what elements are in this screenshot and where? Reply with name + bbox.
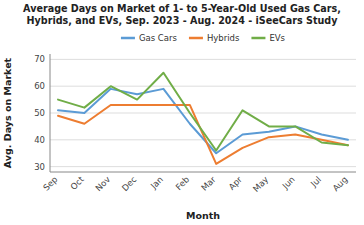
chart: Average Days on Market of 1- to 5-Year-O…: [0, 0, 364, 225]
grid-line: [50, 166, 356, 167]
x-tick-label: Oct: [68, 174, 86, 192]
legend-item: Hybrids: [189, 33, 240, 43]
series-line: [58, 73, 348, 151]
x-tick-label: Sep: [41, 174, 59, 192]
x-tick-label: Mar: [199, 174, 218, 193]
x-tick-label: Jul: [308, 174, 323, 189]
y-axis-line: [50, 54, 51, 172]
legend-swatch: [251, 37, 265, 40]
y-tick-label: 60: [34, 81, 45, 91]
grid-line: [50, 113, 356, 114]
y-tick-label: 40: [34, 135, 45, 145]
x-axis-line: [50, 172, 356, 173]
legend-label: EVs: [269, 33, 285, 43]
x-tick-label: Dec: [120, 174, 139, 193]
x-tick-label: Nov: [93, 174, 112, 193]
grid: [50, 59, 356, 166]
legend: Gas Cars Hybrids EVs: [121, 33, 286, 43]
legend-item: EVs: [251, 33, 285, 43]
x-axis-label: Month: [186, 210, 220, 221]
x-tick-label: May: [251, 174, 271, 194]
series-line: [58, 89, 348, 153]
lines: [58, 73, 348, 164]
y-tick-label: 50: [34, 108, 45, 118]
y-tick-label: 70: [34, 54, 45, 64]
x-tick-label: Jun: [280, 174, 297, 191]
title: Average Days on Market of 1- to 5-Year-O…: [23, 3, 341, 26]
grid-line: [50, 86, 356, 87]
y-axis-label: Avg. Days on Market: [2, 57, 13, 168]
grid-line: [50, 59, 356, 60]
y-tick-label: 30: [34, 162, 45, 172]
x-tick-label: Feb: [174, 174, 192, 192]
legend-label: Gas Cars: [139, 33, 178, 43]
x-tick-label: Aug: [331, 174, 350, 193]
legend-swatch: [121, 37, 135, 40]
series-line: [58, 105, 348, 164]
x-tick-label: Apr: [226, 174, 244, 192]
legend-item: Gas Cars: [121, 33, 178, 43]
legend-swatch: [189, 37, 203, 40]
x-tick-label: Jan: [148, 174, 165, 191]
legend-label: Hybrids: [207, 33, 240, 43]
